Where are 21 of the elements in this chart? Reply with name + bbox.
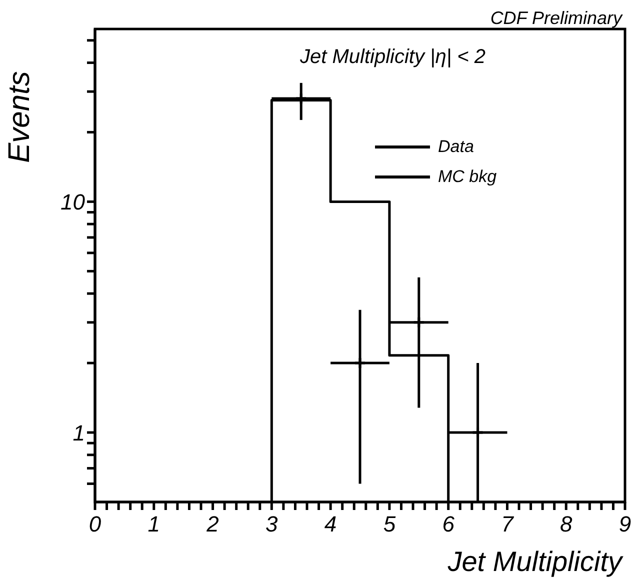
legend-label: MC bkg [438,167,497,187]
text: CDF Preliminary [490,8,622,29]
x-tick-label: 0 [88,512,102,537]
point [354,356,366,370]
x-axis-title: Jet Multiplicity [448,546,622,578]
text: Jet Multiplicity |η| < 2 [300,46,486,69]
x-tick-label: 4 [324,512,337,537]
x-tick-label: 9 [618,512,632,537]
point [472,426,484,439]
x-tick-label: 7 [501,512,514,537]
x-tick-label: 1 [148,512,160,537]
x-tick-label: 2 [206,512,219,537]
legend-label: Data [438,137,474,157]
point [412,316,426,329]
y-axis-title: Events [3,71,37,163]
x-tick-label: 5 [383,512,396,537]
x-tick-label: 6 [442,512,456,537]
point [294,92,308,105]
x-tick-label: 3 [266,512,279,537]
y-tick-label: 10 [60,190,86,215]
x-tick-label: 8 [560,512,573,537]
